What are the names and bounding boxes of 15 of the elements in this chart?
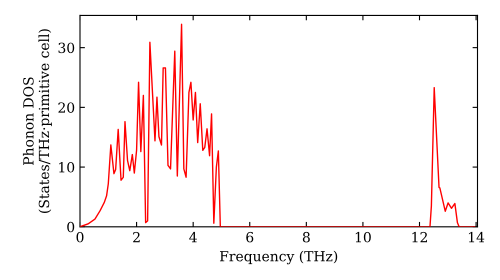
y-axis-title: Phonon DOS (States/THz·primitive cell) xyxy=(22,29,52,213)
x-tick-label: 8 xyxy=(302,232,310,242)
y-tick-label: 0 xyxy=(67,222,74,232)
y-tick-label: 20 xyxy=(58,102,74,113)
x-tick-label: 6 xyxy=(246,232,254,242)
x-tick-label: 10 xyxy=(356,232,371,242)
x-tick-label: 0 xyxy=(76,232,84,242)
x-tick-label: 4 xyxy=(189,232,197,242)
x-tick-label: 14 xyxy=(468,232,484,242)
line-series xyxy=(80,24,476,227)
x-tick-label: 12 xyxy=(412,232,427,242)
x-tick-label: 2 xyxy=(133,232,140,242)
y-tick-label: 10 xyxy=(59,162,74,173)
x-axis-title: Frequency (THz) xyxy=(220,250,338,264)
y-tick-label: 30 xyxy=(58,42,74,54)
